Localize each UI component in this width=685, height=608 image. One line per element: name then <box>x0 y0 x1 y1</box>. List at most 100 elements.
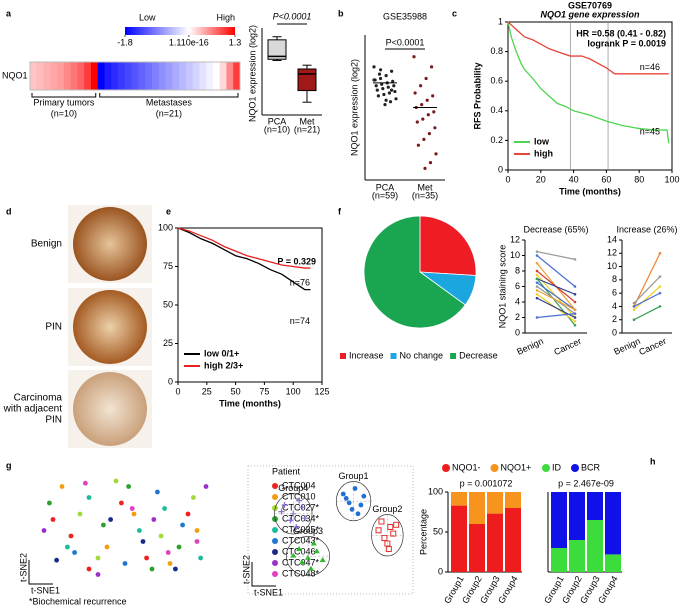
box <box>267 39 287 60</box>
heatmap-cell <box>226 62 234 90</box>
y-tick-label: 0 <box>438 566 443 576</box>
slope-point <box>535 269 539 273</box>
heatmap-frame <box>29 61 241 91</box>
legend-swatch <box>442 464 450 472</box>
data-point <box>307 565 314 571</box>
data-point <box>375 88 379 92</box>
y-tick-label: 4 <box>515 296 520 306</box>
legend-label: low <box>534 136 550 146</box>
series-line <box>177 227 311 291</box>
data-point <box>131 511 137 517</box>
data-point <box>349 507 355 512</box>
data-point <box>415 120 419 124</box>
heatmap-cell <box>199 62 207 90</box>
legend-label: high 2/3+ <box>204 360 243 370</box>
data-point <box>378 518 385 525</box>
data-point <box>390 530 397 537</box>
x-tick-note: (n=21) <box>294 124 320 134</box>
slope-point <box>573 320 577 323</box>
panel-letter: h <box>650 456 656 466</box>
x-tick-label: 80 <box>634 174 644 184</box>
y-axis-label: t-SNE2 <box>18 553 28 582</box>
slope-line <box>633 292 661 307</box>
pie-slice <box>363 215 466 329</box>
slope-point <box>658 285 662 288</box>
bar-segment <box>605 554 621 572</box>
x-tick-label: 125 <box>314 386 329 396</box>
data-point <box>420 103 424 107</box>
y-tick-label: 0 <box>498 164 503 174</box>
x-tick-label: Cancer <box>552 336 583 357</box>
y-tick-label: 8 <box>612 274 617 284</box>
data-point <box>372 78 376 82</box>
x-tick-label: Benign <box>612 336 642 357</box>
y-tick-label: 0 <box>168 376 173 386</box>
data-point <box>394 97 398 101</box>
slope-line <box>633 286 661 311</box>
y-tick-label: 14 <box>607 234 617 244</box>
slope-line <box>536 289 576 311</box>
data-point <box>302 515 309 522</box>
bar-segment <box>551 492 567 548</box>
y-tick-label: 100 <box>158 222 173 232</box>
x-tick-label: 100 <box>664 174 679 184</box>
data-point <box>419 84 423 88</box>
group-count: (n=21) <box>156 108 182 118</box>
series-label: n=46 <box>640 62 660 72</box>
slope-line <box>633 276 661 304</box>
chart-subtitle: NQO1 gene expression <box>540 9 640 19</box>
group-bracket <box>99 93 239 98</box>
legend-swatch <box>272 571 278 577</box>
slope-point <box>535 289 539 292</box>
data-point <box>430 65 434 69</box>
y-tick-label: 4 <box>612 301 617 311</box>
legend-label: low 0/1+ <box>204 348 239 358</box>
data-point <box>77 511 83 517</box>
slope-line <box>536 255 576 287</box>
data-point <box>428 161 433 165</box>
heatmap-cell <box>145 62 153 90</box>
data-point <box>173 566 178 572</box>
data-point <box>381 87 385 91</box>
cluster-label: Group4 <box>278 483 308 493</box>
data-point <box>392 84 396 88</box>
panel-letter: a <box>6 8 12 18</box>
slope-point <box>632 301 636 305</box>
series-label: n=76 <box>290 277 310 287</box>
data-point <box>72 550 77 555</box>
heatmap-cell <box>151 62 160 90</box>
legend-label: CTC043* <box>282 535 320 545</box>
heatmap-cell <box>104 62 112 90</box>
data-point <box>361 493 367 499</box>
slope-point <box>573 312 577 315</box>
heatmap-cell <box>124 62 133 90</box>
chart-title: GSE35988 <box>383 11 427 21</box>
data-point <box>144 555 150 561</box>
heatmap-cell <box>70 62 78 90</box>
panel-letter: f <box>338 206 342 216</box>
legend-swatch <box>272 527 278 533</box>
chart-title: Decrease (65%) <box>523 224 588 234</box>
series-line <box>507 21 669 75</box>
x-tick-label: Benign <box>515 336 545 357</box>
data-point <box>129 506 135 511</box>
data-point <box>203 484 209 489</box>
x-tick-label: 50 <box>231 386 241 396</box>
data-point <box>377 72 382 76</box>
data-point <box>104 544 110 550</box>
legend-title: Patient <box>272 466 301 476</box>
cluster-label: Group1 <box>339 471 369 481</box>
y-axis-label: RFS Probability <box>472 62 482 129</box>
data-point <box>137 528 142 533</box>
heatmap-cell <box>172 62 180 90</box>
tissue-core <box>73 290 147 364</box>
y-tick-label: 0 <box>612 327 617 337</box>
data-point <box>165 550 171 555</box>
heatmap-cell <box>138 62 146 90</box>
series-label: n=74 <box>290 316 310 326</box>
data-point <box>379 76 383 81</box>
data-point <box>47 500 52 506</box>
y-axis-label: NQO1 expression (log2) <box>349 59 359 156</box>
heatmap-cell <box>84 62 92 90</box>
y-axis-label: NQO1 staining score <box>497 245 507 329</box>
